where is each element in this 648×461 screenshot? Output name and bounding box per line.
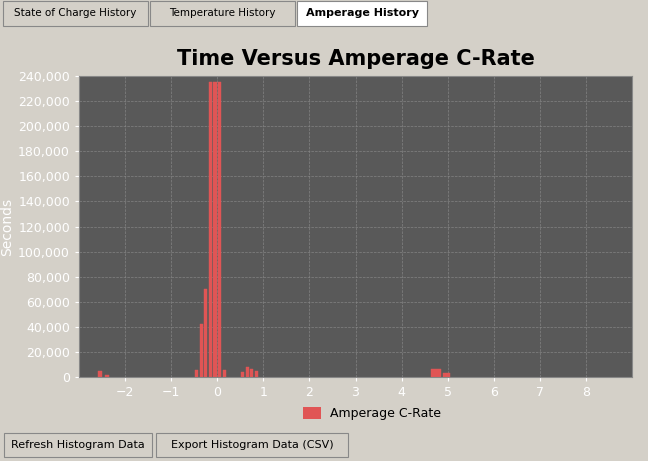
Bar bbox=[255, 371, 258, 377]
Bar bbox=[443, 372, 450, 377]
Bar bbox=[431, 369, 441, 377]
Bar bbox=[209, 82, 212, 377]
Bar bbox=[150, 1, 295, 26]
Bar bbox=[246, 367, 249, 377]
Text: Refresh Histogram Data: Refresh Histogram Data bbox=[11, 440, 145, 450]
Text: Amperage History: Amperage History bbox=[305, 8, 419, 18]
Text: Amperage C-Rate: Amperage C-Rate bbox=[330, 407, 441, 420]
Bar bbox=[213, 82, 216, 377]
Text: Temperature History: Temperature History bbox=[169, 8, 276, 18]
Bar bbox=[250, 369, 253, 377]
Bar bbox=[303, 407, 321, 419]
Bar bbox=[104, 375, 109, 377]
Bar bbox=[200, 325, 203, 377]
Bar bbox=[98, 371, 102, 377]
Bar bbox=[4, 433, 152, 457]
Bar bbox=[195, 370, 198, 377]
Y-axis label: Seconds: Seconds bbox=[0, 197, 14, 255]
Bar bbox=[218, 82, 221, 377]
Text: State of Charge History: State of Charge History bbox=[14, 8, 137, 18]
Text: Time Versus Amperage C-Rate: Time Versus Amperage C-Rate bbox=[176, 49, 535, 69]
Bar bbox=[156, 433, 348, 457]
Bar bbox=[297, 1, 427, 26]
Bar bbox=[241, 372, 244, 377]
Bar bbox=[222, 370, 226, 377]
Bar bbox=[204, 289, 207, 377]
Text: Export Histogram Data (CSV): Export Histogram Data (CSV) bbox=[170, 440, 333, 450]
Bar bbox=[3, 1, 148, 26]
